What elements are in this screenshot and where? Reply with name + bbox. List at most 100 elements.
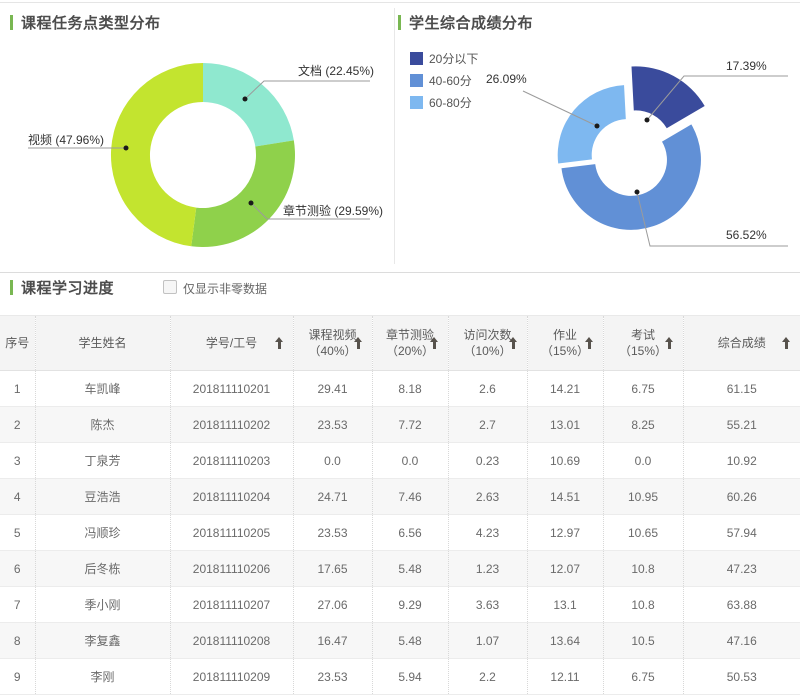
- sort-ascending-icon[interactable]: [353, 337, 363, 349]
- section-divider: [0, 272, 800, 273]
- donut-slice-1[interactable]: [561, 124, 701, 230]
- callout-line: [646, 75, 788, 121]
- table-cell: 3: [0, 442, 35, 479]
- left-chart-title: 课程任务点类型分布: [10, 12, 161, 33]
- table-cell: 60.26: [682, 478, 800, 515]
- table-cell: 4: [0, 478, 35, 515]
- table-cell: 23.53: [292, 406, 372, 443]
- table-row: 3 丁泉芳 201811110203 0.0 0.0 0.23 10.69 0.0 10.92: [0, 442, 800, 479]
- table-cell: 2: [0, 406, 35, 443]
- column-header-0: 序号: [0, 315, 35, 371]
- table-cell: 23.53: [292, 514, 372, 551]
- table-cell: 7: [0, 586, 35, 623]
- table-row: 7 季小刚 201811110207 27.06 9.29 3.63 13.1 10.8 63.…: [0, 586, 800, 623]
- column-header-4[interactable]: 章节测验 （20%）: [371, 315, 448, 371]
- table-cell: 29.41: [292, 370, 372, 407]
- progress-table-wrap: 序号 学生姓名 学号/工号 课程视频 （40%） 章节测验 （20%） 访问次数 （10%） 作业…: [0, 315, 800, 695]
- video-callout-label: 视频 (47.96%): [28, 133, 105, 147]
- nonzero-filter-checkbox[interactable]: [163, 280, 177, 294]
- table-cell: 24.71: [292, 478, 372, 515]
- table-cell: 201811110208: [169, 622, 293, 659]
- table-cell: 8.25: [602, 406, 683, 443]
- table-cell: 9: [0, 658, 35, 695]
- legend-item-0[interactable]: 20分以下: [410, 47, 478, 69]
- table-cell: 201811110204: [169, 478, 293, 515]
- donut-slice-1[interactable]: [191, 140, 295, 248]
- table-row: 8 李复鑫 201811110208 16.47 5.48 1.07 13.64 10.5 47…: [0, 622, 800, 659]
- table-cell: 10.95: [602, 478, 683, 515]
- table-cell: 李刚: [34, 658, 170, 695]
- top-divider: [0, 2, 800, 3]
- pct-high-callout-label: 26.09%: [486, 72, 527, 86]
- column-header-2[interactable]: 学号/工号: [169, 315, 293, 371]
- nonzero-filter-label: 仅显示非零数据: [183, 282, 268, 296]
- task-type-donut-chart: [28, 62, 370, 248]
- column-header-5[interactable]: 访问次数 （10%）: [447, 315, 527, 371]
- table-cell: 57.94: [682, 514, 800, 551]
- accent-bar-icon: [398, 15, 401, 30]
- table-cell: 李复鑫: [34, 622, 170, 659]
- table-cell: 5.94: [371, 658, 448, 695]
- table-row: 5 冯顺珍 201811110205 23.53 6.56 4.23 12.97 10.65 5…: [0, 514, 800, 551]
- table-cell: 10.8: [602, 586, 683, 623]
- sort-ascending-icon[interactable]: [429, 337, 439, 349]
- donut-slice-2[interactable]: [110, 62, 203, 247]
- accent-bar-icon: [10, 280, 13, 295]
- table-cell: 10.8: [602, 550, 683, 587]
- table-cell: 7.46: [371, 478, 448, 515]
- table-cell: 9.29: [371, 586, 448, 623]
- sort-ascending-icon[interactable]: [782, 337, 791, 349]
- sort-ascending-icon[interactable]: [664, 337, 674, 349]
- column-header-6[interactable]: 作业 （15%）: [526, 315, 603, 371]
- legend-swatch-icon: [410, 73, 423, 87]
- table-cell: 5.48: [371, 550, 448, 587]
- table-cell: 201811110206: [169, 550, 293, 587]
- sort-ascending-icon[interactable]: [584, 337, 594, 349]
- table-cell: 2.2: [447, 658, 527, 695]
- sort-ascending-icon[interactable]: [274, 337, 284, 349]
- table-cell: 14.51: [526, 478, 603, 515]
- table-cell: 0.0: [292, 442, 372, 479]
- accent-bar-icon: [10, 15, 13, 30]
- table-cell: 车凯峰: [34, 370, 170, 407]
- column-header-7[interactable]: 考试 （15%）: [602, 315, 683, 371]
- table-cell: 6.56: [371, 514, 448, 551]
- table-cell: 201811110203: [169, 442, 293, 479]
- legend-item-2[interactable]: 60-80分: [410, 91, 478, 113]
- table-cell: 201811110201: [169, 370, 293, 407]
- sort-ascending-icon[interactable]: [508, 337, 518, 349]
- column-header-8[interactable]: 综合成绩: [682, 315, 800, 371]
- callout-line: [250, 202, 370, 220]
- column-header-1: 学生姓名: [34, 315, 170, 371]
- table-cell: 201811110209: [169, 658, 293, 695]
- score-distribution-donut-chart: [522, 66, 788, 247]
- table-cell: 16.47: [292, 622, 372, 659]
- table-cell: 201811110205: [169, 514, 293, 551]
- donut-slice-2[interactable]: [557, 85, 626, 164]
- table-cell: 17.65: [292, 550, 372, 587]
- table-cell: 丁泉芳: [34, 442, 170, 479]
- column-header-3[interactable]: 课程视频 （40%）: [292, 315, 372, 371]
- donut-slice-0[interactable]: [631, 66, 705, 129]
- callout-dot: [248, 200, 254, 206]
- table-cell: 0.0: [371, 442, 448, 479]
- table-cell: 13.64: [526, 622, 603, 659]
- pct-low-callout-label: 17.39%: [726, 59, 767, 73]
- callout-dot: [594, 123, 600, 129]
- right-chart-title: 学生综合成绩分布: [398, 12, 533, 33]
- table-cell: 8.18: [371, 370, 448, 407]
- table-cell: 5.48: [371, 622, 448, 659]
- legend-item-1[interactable]: 40-60分: [410, 69, 478, 91]
- pct-mid-callout-label: 56.52%: [726, 228, 767, 242]
- table-cell: 7.72: [371, 406, 448, 443]
- table-cell: 1.07: [447, 622, 527, 659]
- table-row: 2 陈杰 201811110202 23.53 7.72 2.7 13.01 8.25 55.2…: [0, 406, 800, 443]
- score-legend: 20分以下 40-60分 60-80分: [410, 47, 478, 113]
- table-row: 4 豆浩浩 201811110204 24.71 7.46 2.63 14.51 10.95 6…: [0, 478, 800, 515]
- table-cell: 5: [0, 514, 35, 551]
- table-row: 9 李刚 201811110209 23.53 5.94 2.2 12.11 6.75 50.5…: [0, 658, 800, 695]
- table-cell: 6: [0, 550, 35, 587]
- table-cell: 6.75: [602, 370, 683, 407]
- table-cell: 10.69: [526, 442, 603, 479]
- donut-slice-0[interactable]: [203, 63, 294, 147]
